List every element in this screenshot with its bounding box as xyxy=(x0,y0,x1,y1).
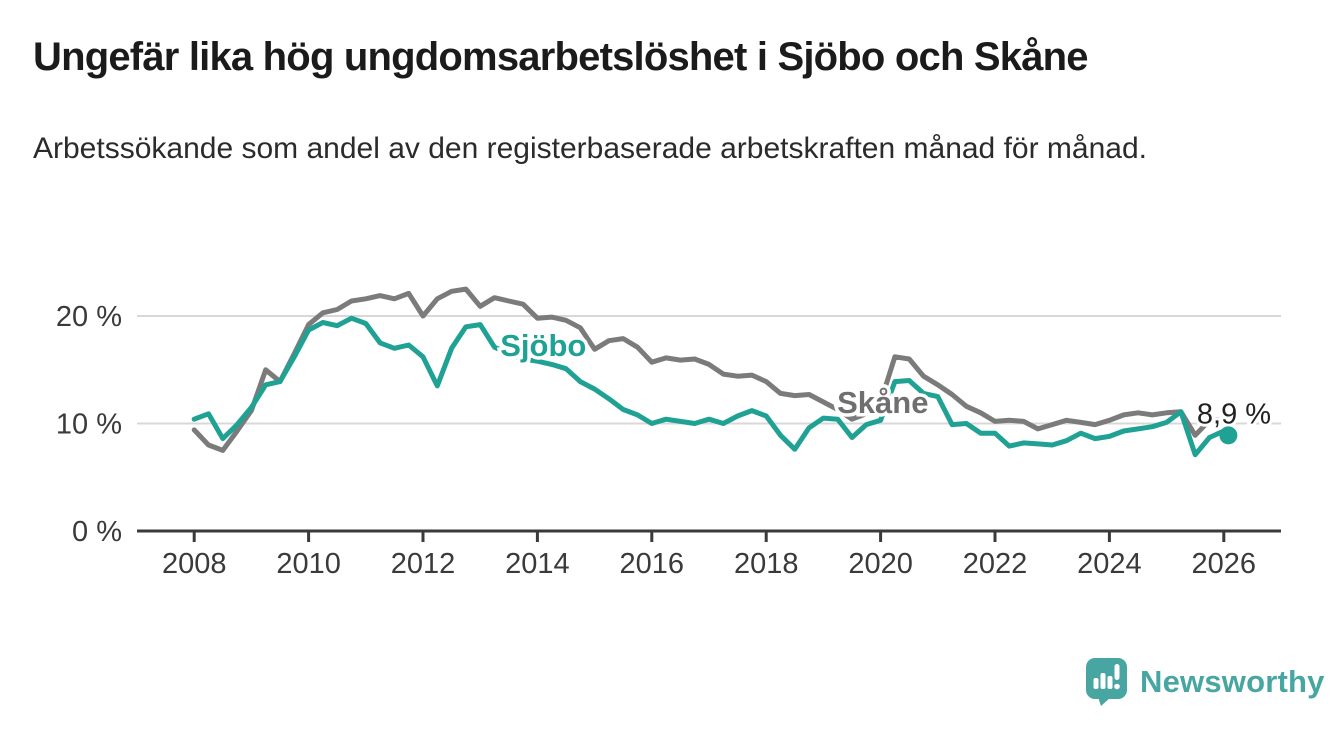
brand-footer: Newsworthy xyxy=(1085,657,1325,707)
logo-bubble-tail xyxy=(1098,697,1111,706)
x-tick-label: 2024 xyxy=(1077,548,1142,580)
series-label-skåne: Skåne xyxy=(837,385,928,420)
x-tick-label: 2012 xyxy=(391,548,456,580)
x-tick-label: 2018 xyxy=(734,548,799,580)
series-label-sjöbo: Sjöbo xyxy=(500,328,586,363)
y-tick-label: 20 % xyxy=(56,301,122,333)
x-tick-label: 2010 xyxy=(276,548,341,580)
brand-name: Newsworthy xyxy=(1140,664,1325,699)
series-line-skåne xyxy=(191,286,1227,453)
line-chart: 2008 2010 2012 2014 2016 2018 2020 2022 2024 2026… xyxy=(56,286,1281,580)
logo-bar-1 xyxy=(1093,678,1099,689)
x-tick-label: 2026 xyxy=(1192,548,1257,580)
newsworthy-logo-icon xyxy=(1086,658,1127,706)
x-tick-label: 2014 xyxy=(505,548,570,580)
series-line-sjöbo xyxy=(191,315,1231,458)
logo-bar-2 xyxy=(1100,673,1106,689)
logo-bubble xyxy=(1086,658,1127,699)
latest-value-label: 8,9 % xyxy=(1197,399,1271,431)
x-tick-label: 2020 xyxy=(848,548,913,580)
logo-exclamation-dot xyxy=(1114,683,1120,690)
y-tick-label: 10 % xyxy=(56,409,122,441)
logo-exclamation-bar xyxy=(1114,664,1120,680)
y-tick-label: 0 % xyxy=(72,516,122,548)
x-tick-label: 2016 xyxy=(620,548,685,580)
page-subtitle: Arbetssökande som andel av den registerb… xyxy=(33,132,1147,165)
page-title: Ungefär lika hög ungdomsarbetslöshet i S… xyxy=(33,35,1089,79)
x-tick-label: 2022 xyxy=(963,548,1028,580)
logo-bar-3 xyxy=(1107,676,1113,689)
latest-value-dot xyxy=(1219,426,1238,445)
x-tick-label: 2008 xyxy=(162,548,227,580)
